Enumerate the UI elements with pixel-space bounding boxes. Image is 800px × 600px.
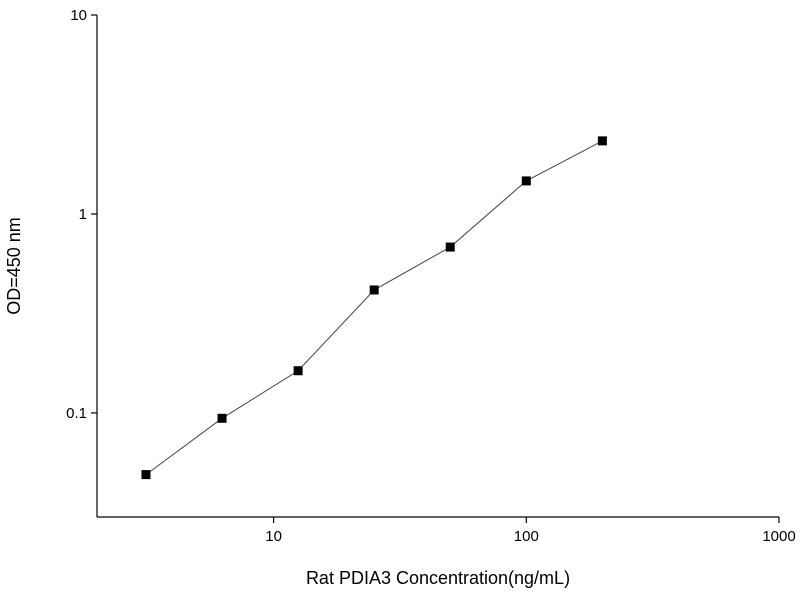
data-point xyxy=(521,176,531,186)
y-tick-label: 10 xyxy=(70,7,87,24)
y-tick-label: 1 xyxy=(79,206,87,223)
data-point xyxy=(217,413,227,423)
x-axis-title: Rat PDIA3 Concentration(ng/mL) xyxy=(306,568,570,588)
x-tick-label: 10 xyxy=(265,528,282,545)
data-point xyxy=(369,285,379,295)
data-point xyxy=(141,470,151,480)
y-tick-label: 0.1 xyxy=(66,405,87,422)
y-axis-title: OD=450 nm xyxy=(4,217,24,315)
data-point xyxy=(597,136,607,146)
x-tick-label: 100 xyxy=(514,528,539,545)
series-line xyxy=(145,140,603,476)
x-tick-label: 1000 xyxy=(762,528,795,545)
data-point xyxy=(445,242,455,252)
data-point xyxy=(293,366,303,376)
